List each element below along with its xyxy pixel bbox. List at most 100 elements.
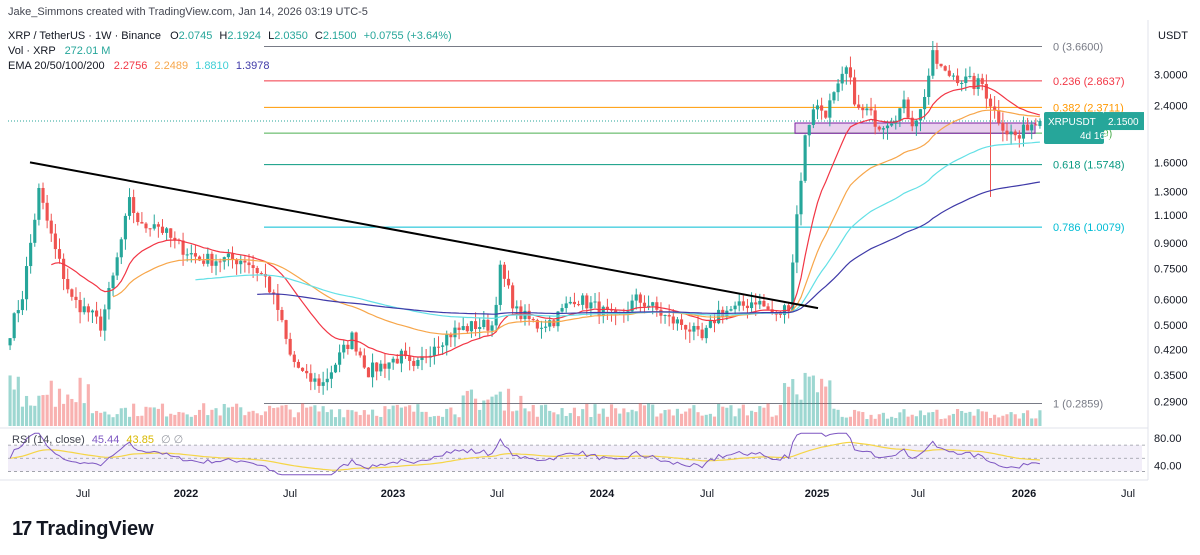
volume-bar <box>268 405 272 426</box>
volume-label[interactable]: Vol · XRP <box>8 45 56 57</box>
volume-bar <box>16 376 20 426</box>
candle <box>585 295 589 309</box>
candle <box>45 202 49 221</box>
ema-label[interactable]: EMA 20/50/100/200 <box>8 60 105 72</box>
volume-bar <box>420 411 424 426</box>
candle <box>474 321 478 330</box>
candle <box>420 356 424 361</box>
volume-bar <box>399 407 403 426</box>
candle <box>416 360 420 366</box>
ema100-line <box>195 141 1040 320</box>
candle <box>24 266 29 300</box>
candle <box>951 75 955 77</box>
volume-bar <box>57 388 62 426</box>
volume-bar <box>593 404 597 426</box>
volume-bar <box>576 416 581 426</box>
volume-bar <box>152 407 156 426</box>
volume-bar <box>1038 410 1042 426</box>
candle <box>593 301 597 303</box>
candle <box>774 313 778 315</box>
volume-bar <box>482 400 486 426</box>
candle <box>140 222 144 224</box>
candle <box>358 351 362 356</box>
candle <box>53 233 57 250</box>
ema50-line <box>112 109 1040 335</box>
candle <box>597 301 601 317</box>
volume-bar <box>552 412 556 426</box>
tradingview-logo[interactable]: 17 TradingView <box>12 518 154 540</box>
volume-bar <box>857 411 861 426</box>
volume-bar <box>354 411 358 426</box>
candle <box>255 267 259 274</box>
volume-bar <box>560 408 564 426</box>
volume-bar <box>519 395 523 426</box>
candle <box>469 321 474 332</box>
candle <box>943 66 947 71</box>
volume-bar <box>881 412 885 426</box>
volume-bar <box>717 404 721 426</box>
volume-bar <box>362 410 366 426</box>
candle <box>564 303 568 309</box>
candle <box>8 338 12 346</box>
volume-bar <box>663 410 667 426</box>
candle <box>103 309 107 331</box>
volume-bar <box>733 416 737 426</box>
low-label: L <box>268 30 275 42</box>
volume-bar <box>333 417 338 426</box>
volume-bar <box>1009 412 1013 426</box>
volume-bar <box>762 407 766 426</box>
volume-bar <box>605 416 609 426</box>
candle <box>663 315 667 317</box>
candle <box>173 237 177 240</box>
volume-bar <box>33 405 37 426</box>
volume-bar <box>651 404 655 426</box>
volume-bar <box>379 416 383 426</box>
candle <box>37 187 41 220</box>
volume-bar <box>272 407 276 426</box>
volume-bar <box>53 406 57 426</box>
ema-lines <box>51 85 1041 358</box>
candle <box>354 332 358 352</box>
rsi-label[interactable]: RSI (14, close) <box>12 434 85 446</box>
candle <box>807 124 811 136</box>
candle <box>902 99 906 109</box>
volume-bar <box>630 409 634 426</box>
volume-bar <box>1026 410 1030 426</box>
volume-bar <box>300 403 305 426</box>
candle <box>815 105 820 110</box>
candle <box>605 306 609 310</box>
time-tick: Jul <box>283 488 297 500</box>
volume-bar <box>511 411 515 426</box>
volume-bar <box>951 413 955 426</box>
candle <box>848 67 853 78</box>
candle <box>898 108 902 121</box>
volume-bar <box>251 410 255 426</box>
candle <box>795 214 799 263</box>
candle <box>296 361 300 368</box>
time-tick: Jul <box>490 488 504 500</box>
price-tick: 1.1000 <box>1154 210 1188 222</box>
candle <box>197 256 202 261</box>
candle <box>165 228 169 233</box>
descending-trendline <box>29 161 819 310</box>
candle <box>57 249 62 259</box>
symbol-title[interactable]: XRP / TetherUS · 1W · Binance <box>8 30 162 42</box>
volume-bar <box>1001 415 1005 426</box>
ema200-line <box>257 181 1040 315</box>
candle <box>811 109 815 125</box>
low-value: 2.0350 <box>274 30 308 42</box>
candle <box>403 350 408 357</box>
volume-bar <box>173 414 177 426</box>
volume-bar <box>671 415 675 426</box>
volume-bar <box>638 403 642 426</box>
volume-bar <box>486 399 490 426</box>
volume-bar <box>667 409 671 426</box>
candle <box>947 70 951 76</box>
volume-bar <box>160 403 165 426</box>
candle <box>350 332 354 349</box>
volume-bar <box>206 415 210 426</box>
volume-bar <box>984 411 988 426</box>
volume-bar <box>696 412 700 426</box>
candle <box>630 300 634 312</box>
